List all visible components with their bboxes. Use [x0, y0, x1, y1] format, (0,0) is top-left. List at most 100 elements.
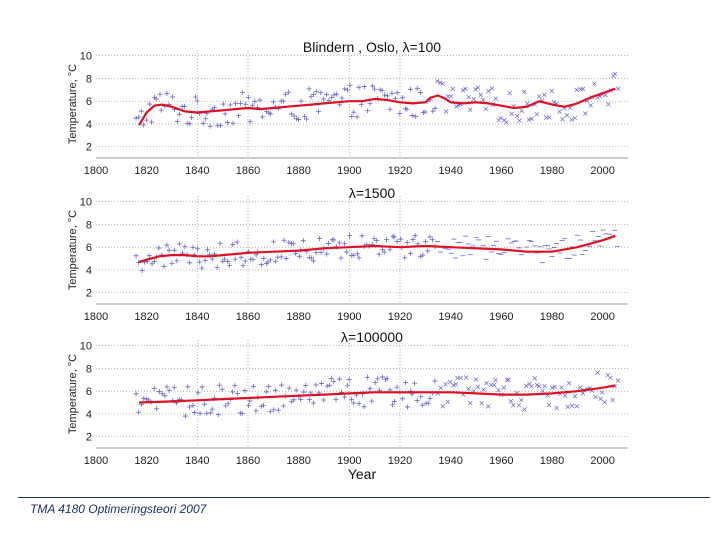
data-point: [342, 86, 348, 92]
data-point: [460, 87, 466, 93]
data-point: [467, 107, 473, 112]
data-point: [598, 396, 603, 401]
data-point: [376, 251, 382, 257]
y-tick-label: 6: [86, 386, 92, 398]
data-point: [355, 251, 361, 257]
data-point: [367, 386, 373, 392]
data-point: [222, 111, 228, 117]
data-point: [197, 259, 203, 265]
data-point: [331, 379, 337, 385]
x-tick-label: 1920: [388, 311, 412, 323]
data-point: [504, 120, 509, 125]
x-tick-label: 1840: [185, 455, 209, 467]
data-point: [300, 238, 306, 244]
data-point: [372, 380, 378, 386]
data-point: [458, 375, 463, 381]
data-point: [220, 101, 226, 107]
data-point: [242, 387, 248, 393]
data-point: [483, 106, 489, 112]
data-point: [186, 404, 192, 410]
data-point: [478, 92, 483, 98]
data-point: [475, 85, 481, 90]
data-point: [508, 399, 514, 404]
y-tick-label: 2: [86, 142, 92, 154]
data-point: [595, 370, 600, 375]
data-point: [486, 88, 491, 94]
data-point: [427, 395, 433, 401]
data-point: [214, 264, 220, 270]
data-point: [451, 383, 456, 388]
x-tick-label: 1940: [438, 165, 462, 177]
chart-title: Blindern , Oslo, λ=100: [303, 39, 441, 55]
data-point: [443, 381, 448, 387]
data-point: [448, 94, 454, 99]
data-point: [240, 263, 246, 269]
data-point: [358, 102, 364, 108]
data-point: [402, 255, 408, 261]
y-axis-label: Temperature, °C: [67, 354, 79, 434]
data-point: [265, 259, 271, 265]
data-point: [399, 396, 405, 402]
data-point: [420, 252, 426, 258]
x-tick-label: 1820: [134, 165, 158, 177]
data-point: [592, 81, 597, 86]
data-point: [450, 86, 456, 92]
x-tick-label: 2000: [590, 455, 614, 467]
data-point: [289, 111, 295, 117]
x-tick-label: 1960: [489, 455, 513, 467]
data-point: [272, 387, 278, 393]
data-point: [559, 385, 564, 390]
data-point: [164, 91, 170, 97]
data-point: [565, 404, 571, 410]
data-point: [151, 385, 157, 391]
data-point: [161, 263, 167, 269]
data-point: [162, 393, 168, 399]
data-point: [181, 103, 187, 109]
data-point: [412, 233, 418, 239]
data-point: [166, 387, 172, 393]
data-point: [370, 83, 376, 89]
data-point: [468, 400, 473, 406]
data-point: [273, 258, 278, 264]
data-point: [608, 375, 613, 380]
data-point: [135, 409, 141, 415]
data-point: [389, 402, 395, 408]
data-point: [384, 236, 390, 242]
data-point: [316, 109, 322, 115]
data-point: [306, 86, 312, 92]
data-point: [219, 386, 225, 392]
x-tick-label: 1880: [286, 455, 310, 467]
data-point: [506, 377, 511, 382]
data-point: [215, 412, 221, 418]
data-point: [398, 236, 404, 242]
data-point: [271, 407, 277, 413]
data-point: [156, 245, 162, 251]
data-point: [425, 400, 431, 406]
data-point: [557, 109, 562, 114]
data-point: [463, 86, 468, 91]
y-tick-label: 8: [86, 73, 92, 85]
data-point: [356, 84, 362, 90]
data-point: [171, 384, 177, 390]
data-point: [532, 376, 538, 381]
data-point: [147, 101, 153, 107]
data-point: [237, 101, 243, 107]
data-point: [566, 381, 572, 386]
data-point: [432, 378, 438, 384]
data-point: [509, 111, 514, 117]
data-point: [199, 265, 205, 271]
data-point: [324, 92, 330, 98]
data-point: [266, 383, 272, 389]
data-point: [560, 116, 565, 122]
data-point: [372, 86, 378, 92]
data-point: [296, 253, 302, 259]
data-point: [253, 408, 259, 414]
data-point: [189, 114, 195, 120]
y-tick-label: 6: [86, 96, 92, 108]
data-point: [481, 387, 486, 392]
data-point: [185, 120, 191, 126]
data-point: [306, 397, 312, 403]
data-point: [149, 261, 155, 267]
data-point: [552, 384, 557, 390]
data-point: [501, 385, 507, 390]
